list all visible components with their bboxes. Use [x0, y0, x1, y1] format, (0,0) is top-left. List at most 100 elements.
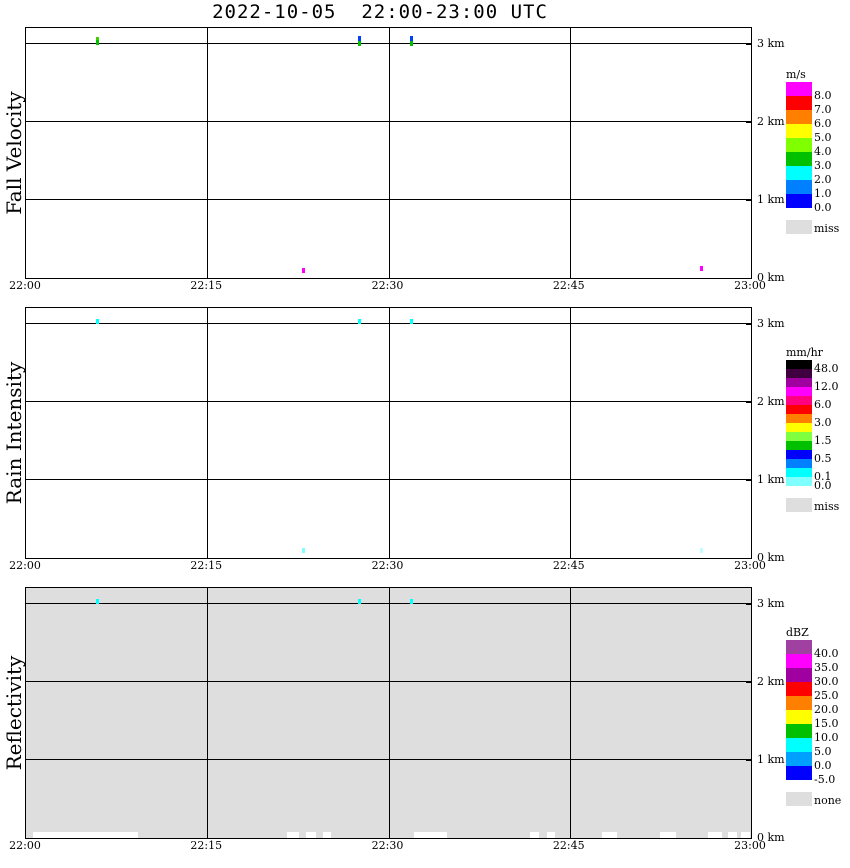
gridline-vertical [388, 308, 390, 558]
colorbar-tick-label: 48.0 [814, 362, 839, 375]
no-data-segment [33, 832, 139, 838]
no-data-segment [602, 832, 617, 838]
y-tick-label: 1 km [757, 752, 785, 766]
colorbar-tick-label: -5.0 [814, 773, 836, 786]
colorbar-band [786, 696, 812, 710]
gridline-vertical [569, 308, 571, 558]
y-tick-label: 3 km [757, 316, 785, 330]
colorbar-missing-label: miss [814, 222, 840, 235]
colorbar-band [786, 423, 812, 432]
data-mark [358, 40, 362, 46]
data-mark [95, 40, 99, 46]
colorbar-missing-swatch [786, 792, 812, 806]
gridline-vertical [207, 588, 209, 838]
plot-area-rain-intensity [26, 308, 751, 558]
x-tick-label: 22:30 [371, 839, 404, 852]
data-mark [301, 267, 305, 273]
colorbar-band [786, 654, 812, 668]
colorbar-tick-label: 0.1 [814, 470, 832, 483]
panel-reflectivity [25, 587, 752, 839]
axis-label-rain-intensity: Rain Intensity [2, 361, 26, 505]
colorbar-reflectivity [786, 640, 812, 780]
colorbar-tick-label: 3.0 [814, 416, 832, 429]
no-data-segment [305, 832, 316, 838]
colorbar-band [786, 166, 812, 180]
no-data-segment [413, 832, 447, 838]
no-data-segment [740, 832, 750, 838]
y-tick-label: 1 km [757, 472, 785, 486]
colorbar-missing-label: none [814, 794, 842, 807]
x-tick-label: 23:00 [734, 279, 766, 292]
y-tick-mark [746, 121, 752, 123]
plot-area-fall-velocity [26, 28, 751, 278]
gridline-vertical [207, 28, 209, 278]
x-tick-label: 22:30 [371, 559, 404, 572]
y-tick-mark [746, 558, 752, 559]
no-data-segment [323, 832, 331, 838]
y-tick-label: 2 km [757, 394, 785, 408]
colorbar-band [786, 360, 812, 369]
colorbar-missing-swatch [786, 498, 812, 512]
no-data-segment [287, 832, 299, 838]
colorbar-band [786, 387, 812, 396]
colorbar-band [786, 396, 812, 405]
colorbar-band [786, 477, 812, 486]
colorbar-band [786, 468, 812, 477]
x-tick-label: 22:15 [190, 559, 223, 572]
y-tick-mark [746, 43, 752, 45]
y-tick-mark [746, 479, 752, 481]
axis-label-reflectivity: Reflectivity [2, 655, 26, 771]
x-tick-label: 22:00 [9, 559, 41, 572]
gridline-vertical [207, 308, 209, 558]
colorbar-missing-label: miss [814, 500, 840, 513]
colorbar-band [786, 724, 812, 738]
axis-label-fall-velocity: Fall Velocity [2, 91, 26, 215]
y-tick-mark [746, 199, 752, 201]
colorbar-tick-label: 40.0 [814, 647, 839, 660]
y-tick-label: 3 km [757, 596, 785, 610]
x-tick-label: 23:00 [734, 839, 766, 852]
data-mark [301, 548, 305, 554]
colorbar-tick-label: 0.5 [814, 452, 832, 465]
x-tick-label: 22:00 [9, 839, 41, 852]
y-tick-mark [746, 681, 752, 683]
colorbar-fall-velocity [786, 82, 812, 208]
colorbar-rain-intensity [786, 360, 812, 486]
colorbar-tick-label: 12.0 [814, 380, 839, 393]
page-title: 2022-10-05 22:00-23:00 UTC [212, 1, 548, 23]
data-mark [410, 598, 414, 604]
y-tick-mark [746, 603, 752, 605]
data-mark [358, 35, 362, 41]
colorbar-band [786, 738, 812, 752]
y-tick-mark [746, 323, 752, 325]
colorbar-band [786, 432, 812, 441]
no-data-segment [529, 832, 540, 838]
colorbar-band [786, 414, 812, 423]
colorbar-tick-label: 6.0 [814, 117, 832, 130]
colorbar-tick-label: 30.0 [814, 675, 839, 688]
colorbar-unit-rain-intensity: mm/hr [786, 346, 823, 359]
colorbar-tick-label: 20.0 [814, 703, 839, 716]
x-tick-label: 22:45 [552, 279, 585, 292]
y-tick-label: 0 km [757, 271, 785, 284]
plot-area-reflectivity [26, 588, 751, 838]
colorbar-band [786, 180, 812, 194]
x-tick-label: 22:15 [190, 279, 223, 292]
y-tick-mark [746, 401, 752, 403]
colorbar-tick-label: 35.0 [814, 661, 839, 674]
x-tick-label: 22:15 [190, 839, 223, 852]
x-tick-label: 22:00 [9, 279, 41, 292]
colorbar-band [786, 124, 812, 138]
colorbar-tick-label: 4.0 [814, 145, 832, 158]
colorbar-tick-label: 0.0 [814, 759, 832, 772]
data-mark [700, 265, 704, 271]
no-data-segment [546, 832, 555, 838]
data-mark [95, 598, 99, 604]
colorbar-tick-label: 2.0 [814, 173, 832, 186]
colorbar-band [786, 766, 812, 780]
colorbar-tick-label: 8.0 [814, 89, 832, 102]
colorbar-tick-label: 5.0 [814, 131, 832, 144]
data-mark [358, 598, 362, 604]
colorbar-unit-reflectivity: dBZ [786, 626, 809, 639]
gridline-vertical [569, 588, 571, 838]
